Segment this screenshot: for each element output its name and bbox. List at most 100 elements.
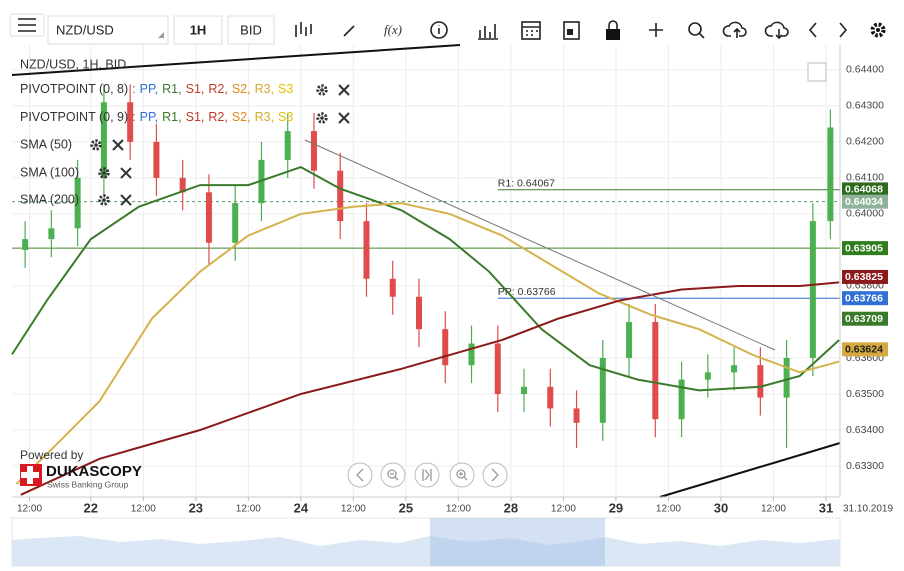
level-label: R1: 0.64067: [498, 178, 555, 190]
upload-button[interactable]: [722, 21, 747, 38]
candle-body: [48, 228, 55, 240]
sma-line: [20, 281, 840, 496]
y-tick-label: 0.64200: [846, 136, 884, 148]
back-button[interactable]: [808, 22, 817, 38]
x-tick-label: 12:00: [551, 504, 576, 515]
price-tag: [842, 311, 888, 326]
sma-line: [11, 166, 840, 392]
zoom-in[interactable]: [449, 462, 475, 488]
y-tick-label: 0.63500: [846, 388, 884, 400]
side-button[interactable]: [227, 15, 275, 45]
y-tick-label: 0.64400: [846, 64, 884, 76]
menu-button[interactable]: [9, 13, 45, 37]
expand-button[interactable]: [807, 62, 827, 82]
legend-sma: SMA (50): [20, 137, 72, 151]
symbol: NZD/USD: [56, 22, 114, 37]
remove-icon[interactable]: [338, 112, 350, 124]
calendar-button[interactable]: [521, 21, 541, 40]
navigator-window[interactable]: [430, 518, 605, 566]
trend-line: [659, 442, 841, 498]
nav-buttons: [347, 462, 508, 488]
x-tick-label: 12:00: [341, 504, 366, 515]
price-tag-label: 0.63709: [845, 313, 883, 325]
price-tag: [842, 194, 888, 209]
remove-icon[interactable]: [338, 84, 350, 96]
candle-body: [809, 221, 816, 358]
bars-button[interactable]: [478, 24, 498, 40]
candle-body: [363, 221, 370, 279]
info-button[interactable]: [430, 21, 448, 39]
sma-line: [15, 202, 840, 485]
legend-pivot-item: :: [132, 82, 135, 96]
candle-body: [547, 386, 554, 409]
legend-pivot-item: R2,: [208, 82, 227, 96]
candle-body: [626, 321, 633, 358]
price-tag-label: 0.63766: [845, 292, 883, 304]
candle-body: [521, 386, 528, 394]
price-tag-label: 0.63905: [845, 242, 883, 254]
legend-pivot: PIVOTPOINT (0, 8): PP, R1, S1, R2, S2, R3, S3: [20, 82, 293, 96]
x-tick-label: 12:00: [761, 504, 786, 515]
candle-body: [74, 177, 81, 229]
legend-pivot-item: S2,: [232, 110, 251, 124]
y-tick-label: 0.64300: [846, 100, 884, 112]
price-tag: [842, 342, 888, 357]
reset[interactable]: [414, 462, 440, 488]
scroll-left[interactable]: [347, 462, 373, 488]
download-button[interactable]: [764, 21, 789, 40]
x-tick-label: 22: [84, 500, 98, 515]
sma-legend: SMA (50) SMA (100) SMA (200): [20, 137, 79, 206]
logo-cross: [21, 466, 39, 484]
level-label: PP: 0.63766: [498, 286, 556, 298]
legend-title: NZD/USD, 1H, BID: [20, 57, 126, 71]
draw-button[interactable]: [343, 25, 355, 37]
legend-pivot-item: R3,: [255, 82, 274, 96]
settings-icon[interactable]: [98, 194, 110, 206]
price-tag: [842, 291, 888, 306]
x-tick-label: 23: [189, 500, 203, 515]
candle-body: [783, 357, 790, 398]
remove-icon[interactable]: [120, 194, 132, 206]
candle-body: [678, 379, 685, 420]
remove-icon[interactable]: [120, 167, 132, 179]
y-tick-label: 0.63300: [846, 460, 884, 472]
settings-icon[interactable]: [316, 112, 328, 124]
crosshair-button[interactable]: [649, 23, 663, 37]
function-button[interactable]: f(x): [384, 22, 402, 37]
x-tick-label: 12:00: [236, 504, 261, 515]
legend-pivot-item: R2,: [208, 110, 227, 124]
x-tick-label: 12:00: [131, 504, 156, 515]
legend-pivot-item: S3: [278, 110, 293, 124]
candle-body: [757, 365, 764, 398]
price-tag-label: 0.64068: [845, 184, 883, 196]
lock-button[interactable]: [606, 20, 620, 40]
x-tick-label: 25: [399, 500, 413, 515]
legend-pivot-item: R1,: [162, 82, 181, 96]
candle-body: [442, 329, 449, 366]
symbol-select[interactable]: [47, 15, 169, 45]
zoom-out[interactable]: [380, 462, 406, 488]
legend-pivot: PIVOTPOINT (0, 9): PP, R1, S1, R2, S2, R3, S3: [20, 110, 293, 124]
settings-icon[interactable]: [316, 84, 328, 96]
candle-body: [22, 239, 29, 250]
price-tag-label: 0.64034: [845, 196, 883, 208]
x-tick-label: 24: [294, 500, 309, 515]
y-tick-label: 0.63400: [846, 424, 884, 436]
timeframe-button[interactable]: [173, 15, 223, 45]
legend-pivot-item: S1,: [186, 82, 205, 96]
zoom-button[interactable]: [688, 22, 705, 39]
settings-button[interactable]: [870, 22, 886, 38]
legend-pivot-name: PIVOTPOINT (0, 9): [20, 110, 128, 124]
candle-body: [704, 372, 711, 380]
forward-button[interactable]: [839, 22, 848, 38]
x-tick-label: 12:00: [656, 504, 681, 515]
legend-pivot-item: S2,: [232, 82, 251, 96]
y-tick-label: 0.64100: [846, 172, 884, 184]
chart-type-button[interactable]: [295, 22, 312, 37]
scroll-right[interactable]: [482, 462, 508, 488]
report-button[interactable]: [563, 21, 580, 40]
x-tick-label: 12:00: [446, 504, 471, 515]
x-tick-label: 29: [609, 500, 623, 515]
